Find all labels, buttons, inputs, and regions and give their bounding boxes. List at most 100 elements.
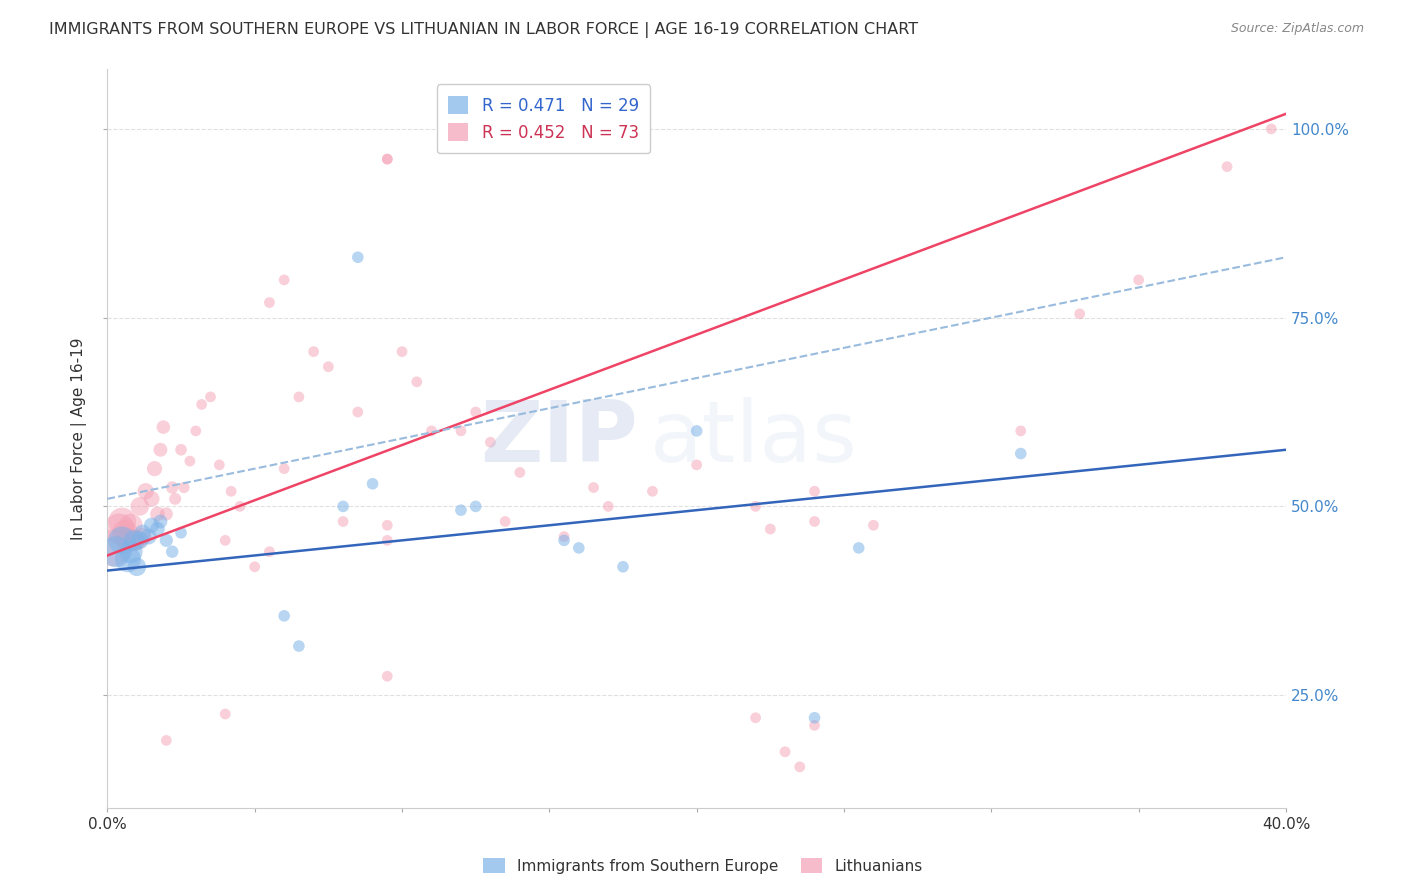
Point <box>160 544 183 558</box>
Point <box>789 760 811 774</box>
Point <box>132 530 155 544</box>
Point <box>1128 273 1150 287</box>
Point <box>120 518 142 533</box>
Point <box>744 711 766 725</box>
Point <box>190 397 212 411</box>
Point <box>160 481 183 495</box>
Point <box>111 533 134 548</box>
Text: IMMIGRANTS FROM SOUTHERN EUROPE VS LITHUANIAN IN LABOR FORCE | AGE 16-19 CORRELA: IMMIGRANTS FROM SOUTHERN EUROPE VS LITHU… <box>49 22 918 38</box>
Point <box>200 390 222 404</box>
Point <box>149 442 172 457</box>
Point <box>288 639 311 653</box>
Point <box>229 500 252 514</box>
Point <box>128 533 150 548</box>
Text: ZIP: ZIP <box>479 397 638 480</box>
Point <box>375 152 398 166</box>
Point <box>111 515 134 529</box>
Point <box>114 525 136 540</box>
Point <box>759 522 782 536</box>
Legend: Immigrants from Southern Europe, Lithuanians: Immigrants from Southern Europe, Lithuan… <box>477 852 929 880</box>
Point <box>288 390 311 404</box>
Point <box>1010 446 1032 460</box>
Point <box>641 484 664 499</box>
Point <box>361 476 384 491</box>
Point <box>848 541 870 555</box>
Point <box>117 552 139 566</box>
Point <box>744 500 766 514</box>
Point <box>117 533 139 548</box>
Point <box>568 541 591 555</box>
Point <box>141 518 163 533</box>
Point <box>1260 122 1282 136</box>
Point <box>122 533 145 548</box>
Point <box>318 359 340 374</box>
Point <box>105 544 128 558</box>
Point <box>612 559 634 574</box>
Legend: R = 0.471   N = 29, R = 0.452   N = 73: R = 0.471 N = 29, R = 0.452 N = 73 <box>436 84 651 153</box>
Point <box>685 424 707 438</box>
Point <box>155 733 177 747</box>
Point <box>120 544 142 558</box>
Point <box>208 458 231 472</box>
Point <box>1010 424 1032 438</box>
Point <box>302 344 325 359</box>
Point <box>803 718 825 732</box>
Point <box>405 375 427 389</box>
Point <box>803 711 825 725</box>
Point <box>494 515 516 529</box>
Point <box>149 515 172 529</box>
Point <box>862 518 884 533</box>
Point <box>146 522 169 536</box>
Point <box>347 250 370 264</box>
Point <box>553 530 575 544</box>
Point <box>243 559 266 574</box>
Point <box>1069 307 1091 321</box>
Point <box>132 525 155 540</box>
Point <box>582 481 605 495</box>
Point <box>155 533 177 548</box>
Point <box>259 295 281 310</box>
Point <box>450 503 472 517</box>
Point <box>464 500 486 514</box>
Point <box>375 518 398 533</box>
Point <box>464 405 486 419</box>
Point <box>375 669 398 683</box>
Point <box>143 461 166 475</box>
Point <box>170 442 193 457</box>
Point <box>509 466 531 480</box>
Point <box>173 481 195 495</box>
Point <box>122 533 145 548</box>
Point <box>273 608 295 623</box>
Point <box>152 420 174 434</box>
Point <box>553 533 575 548</box>
Point <box>138 530 160 544</box>
Point <box>450 424 472 438</box>
Point <box>685 458 707 472</box>
Point <box>141 491 163 506</box>
Point <box>146 507 169 521</box>
Point <box>214 706 236 721</box>
Point <box>108 522 131 536</box>
Point <box>259 544 281 558</box>
Point <box>347 405 370 419</box>
Point <box>391 344 413 359</box>
Point <box>128 500 150 514</box>
Point <box>273 273 295 287</box>
Point <box>184 424 207 438</box>
Point <box>125 533 148 548</box>
Point <box>803 484 825 499</box>
Point <box>155 507 177 521</box>
Point <box>135 484 157 499</box>
Point <box>598 500 620 514</box>
Text: Source: ZipAtlas.com: Source: ZipAtlas.com <box>1230 22 1364 36</box>
Point <box>332 515 354 529</box>
Y-axis label: In Labor Force | Age 16-19: In Labor Force | Age 16-19 <box>72 337 87 540</box>
Point <box>332 500 354 514</box>
Point <box>479 435 502 450</box>
Point <box>165 491 187 506</box>
Point <box>214 533 236 548</box>
Point <box>375 152 398 166</box>
Point <box>773 745 796 759</box>
Point <box>170 525 193 540</box>
Point <box>219 484 242 499</box>
